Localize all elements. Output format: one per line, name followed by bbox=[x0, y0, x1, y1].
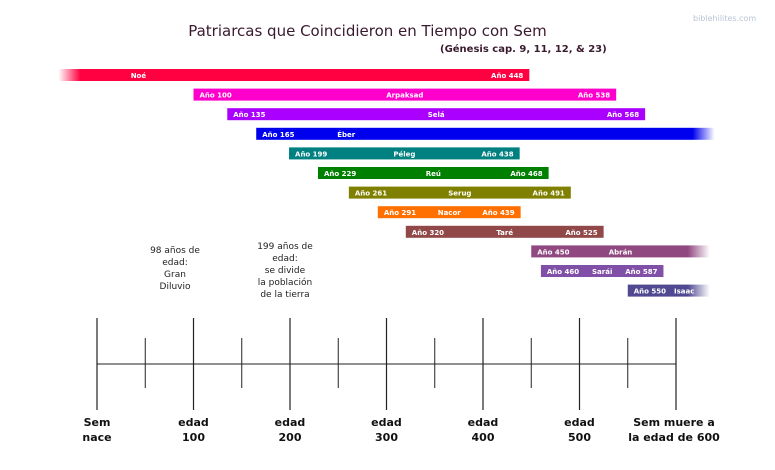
end-label: Año 587 bbox=[625, 268, 657, 276]
end-label: Año 568 bbox=[607, 111, 639, 119]
bar-Éber bbox=[256, 127, 715, 140]
note-line: 199 años de edad: bbox=[257, 242, 313, 264]
axis-label: Sem muere a bbox=[633, 416, 715, 429]
name-label: Abrán bbox=[609, 248, 633, 256]
note-flood: 98 años de edad: Gran Diluvio bbox=[140, 245, 210, 293]
note-line: de la tierra bbox=[260, 290, 310, 300]
axis-label: edad bbox=[275, 416, 306, 429]
end-label: Año 438 bbox=[481, 150, 513, 158]
axis-label: 100 bbox=[182, 431, 205, 444]
axis-label: edad bbox=[371, 416, 402, 429]
name-label: Éber bbox=[337, 130, 356, 139]
note-line: 98 años de edad: bbox=[150, 246, 200, 268]
start-label: Año 320 bbox=[412, 229, 444, 237]
axis-label: edad bbox=[178, 416, 209, 429]
axis-label: la edad de 600 bbox=[628, 431, 720, 444]
name-label: Serug bbox=[448, 190, 471, 198]
axis-label: 300 bbox=[375, 431, 398, 444]
axis-label: Sem bbox=[84, 416, 111, 429]
axis-label: 500 bbox=[568, 431, 591, 444]
axis-label: edad bbox=[564, 416, 595, 429]
start-label: Año 165 bbox=[262, 131, 294, 139]
start-label: Año 291 bbox=[384, 209, 416, 217]
bar-Taré bbox=[405, 225, 604, 238]
watermark: biblehilites.com bbox=[693, 14, 757, 23]
bar-Sarái bbox=[540, 265, 664, 277]
end-label: Año 538 bbox=[578, 92, 610, 100]
name-label: Nacor bbox=[438, 209, 462, 217]
start-label: Año 550 bbox=[634, 288, 666, 296]
name-label: Noé bbox=[131, 72, 147, 80]
axis-label: 200 bbox=[279, 431, 302, 444]
note-line: se divide bbox=[264, 266, 306, 276]
name-label: Selá bbox=[428, 111, 445, 119]
name-label: Péleg bbox=[393, 150, 415, 158]
start-label: Año 100 bbox=[200, 92, 232, 100]
axis-label: edad bbox=[468, 416, 499, 429]
end-label: Año 525 bbox=[565, 229, 597, 237]
start-label: Año 229 bbox=[324, 170, 356, 178]
bar-Nacor bbox=[377, 206, 521, 219]
note-line: la población bbox=[257, 278, 313, 288]
title-text: Patriarcas que Coincidieron en Tiempo co… bbox=[188, 22, 547, 40]
bar-Serug bbox=[348, 186, 571, 199]
start-label: Año 450 bbox=[537, 248, 569, 256]
patriarch-bars: Año 448 Noé Año 100 Año 538 Arpaksad Año 135 A… bbox=[58, 69, 715, 297]
bar-Noé bbox=[58, 69, 530, 81]
end-label: Año 439 bbox=[482, 209, 514, 217]
end-label: Año 468 bbox=[510, 170, 542, 178]
bar-Péleg bbox=[289, 147, 520, 160]
start-label: Año 460 bbox=[547, 268, 579, 276]
note-line: Diluvio bbox=[159, 282, 191, 292]
timeline-axis: Sem nace edad 100 edad 200 edad 300 edad 400 edad 5… bbox=[82, 318, 720, 444]
name-label: Reú bbox=[426, 170, 441, 178]
chart-title: Patriarcas que Coincidieron en Tiempo co… bbox=[0, 22, 775, 40]
start-label: Año 199 bbox=[295, 150, 327, 158]
bar-Reú bbox=[317, 167, 549, 179]
name-label: Arpaksad bbox=[386, 92, 423, 100]
axis-label: 400 bbox=[472, 431, 495, 444]
bar-Abrán bbox=[531, 245, 710, 258]
chart-subtitle: (Génesis cap. 9, 11, 12, & 23) bbox=[440, 44, 607, 55]
end-label: Año 448 bbox=[491, 72, 523, 80]
note-division: 199 años de edad: se divide la población… bbox=[245, 241, 325, 301]
bar-Arpaksad bbox=[193, 88, 617, 101]
start-label: Año 261 bbox=[355, 190, 387, 198]
note-line: Gran bbox=[164, 270, 186, 280]
bar-Selá bbox=[227, 108, 646, 121]
axis-label: nace bbox=[82, 431, 111, 444]
end-label: Año 491 bbox=[533, 190, 565, 198]
name-label: Taré bbox=[496, 229, 513, 237]
name-label: Isaac bbox=[674, 288, 694, 296]
bar-Isaac bbox=[627, 284, 710, 297]
start-label: Año 135 bbox=[233, 111, 265, 119]
name-label: Sarái bbox=[592, 268, 612, 276]
